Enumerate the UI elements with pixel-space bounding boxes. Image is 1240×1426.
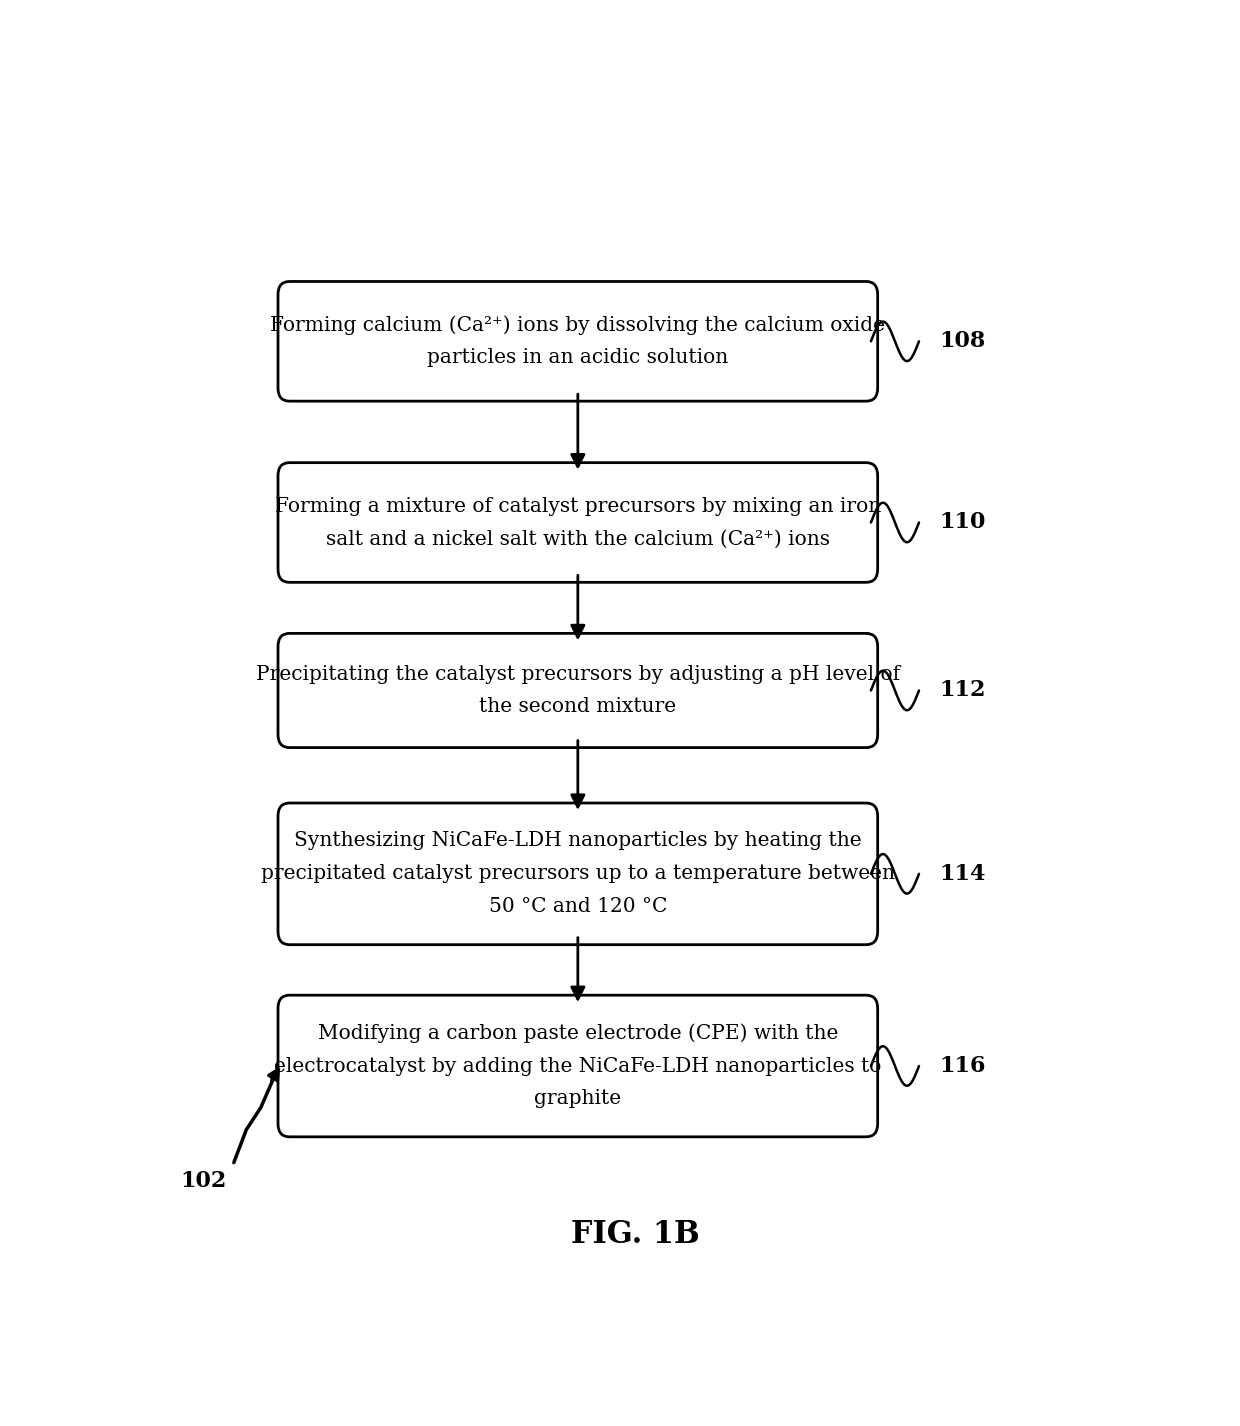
Text: 116: 116	[939, 1055, 986, 1077]
Text: graphite: graphite	[534, 1089, 621, 1108]
Text: Modifying a carbon paste electrode (CPE) with the: Modifying a carbon paste electrode (CPE)…	[317, 1024, 838, 1042]
Text: Forming a mixture of catalyst precursors by mixing an iron: Forming a mixture of catalyst precursors…	[275, 496, 880, 516]
Text: electrocatalyst by adding the NiCaFe-LDH nanoparticles to: electrocatalyst by adding the NiCaFe-LDH…	[274, 1057, 882, 1075]
FancyBboxPatch shape	[278, 803, 878, 944]
Text: 50 °C and 120 °C: 50 °C and 120 °C	[489, 897, 667, 917]
Text: 102: 102	[180, 1171, 226, 1192]
Text: salt and a nickel salt with the calcium (Ca²⁺) ions: salt and a nickel salt with the calcium …	[326, 529, 830, 549]
Text: 114: 114	[939, 863, 986, 886]
Text: particles in an acidic solution: particles in an acidic solution	[428, 348, 728, 368]
Text: Synthesizing NiCaFe-LDH nanoparticles by heating the: Synthesizing NiCaFe-LDH nanoparticles by…	[294, 831, 862, 850]
Text: Forming calcium (Ca²⁺) ions by dissolving the calcium oxide: Forming calcium (Ca²⁺) ions by dissolvin…	[270, 315, 885, 335]
FancyBboxPatch shape	[278, 633, 878, 747]
Text: 112: 112	[939, 679, 986, 702]
Text: 108: 108	[939, 331, 986, 352]
FancyBboxPatch shape	[278, 281, 878, 401]
FancyBboxPatch shape	[278, 995, 878, 1137]
FancyBboxPatch shape	[278, 462, 878, 582]
Text: the second mixture: the second mixture	[480, 697, 676, 716]
Text: FIG. 1B: FIG. 1B	[572, 1218, 699, 1249]
Text: Precipitating the catalyst precursors by adjusting a pH level of: Precipitating the catalyst precursors by…	[255, 665, 900, 683]
Text: 110: 110	[939, 512, 986, 533]
Text: precipitated catalyst precursors up to a temperature between: precipitated catalyst precursors up to a…	[260, 864, 895, 883]
